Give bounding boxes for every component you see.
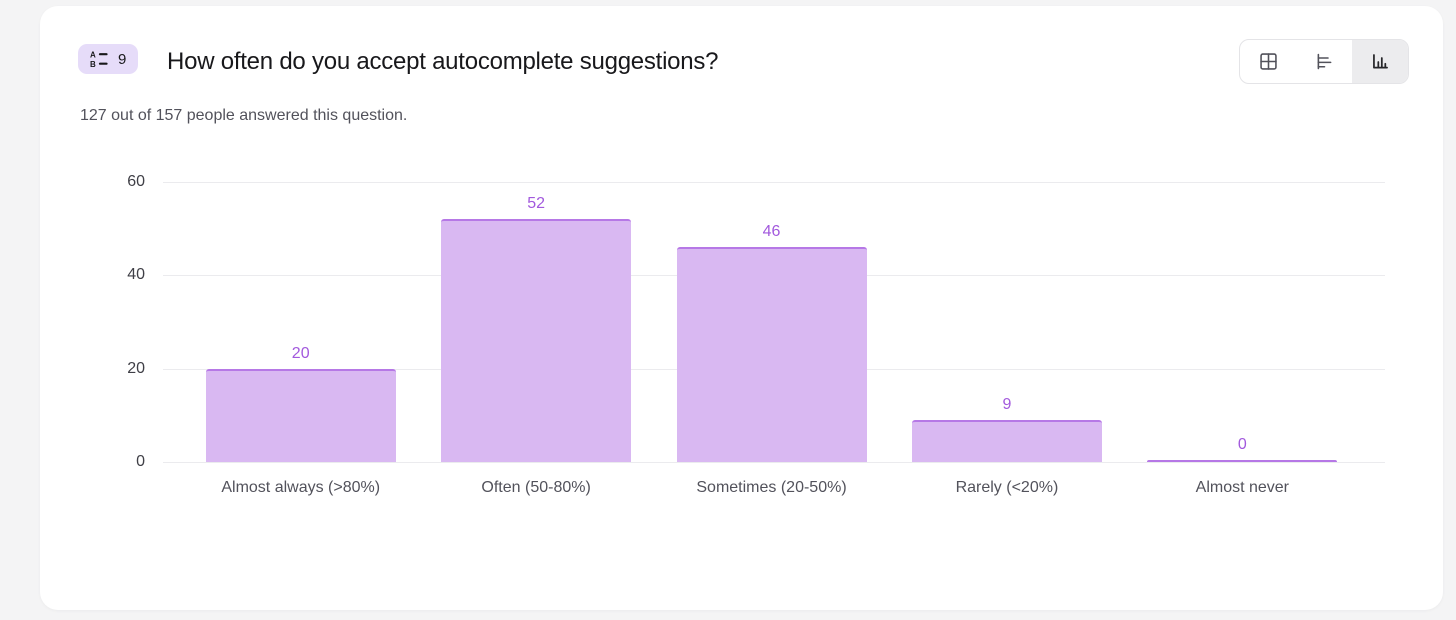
bar-group: 52 Often (50-80%) [418,182,653,496]
bar-group: 46 Sometimes (20-50%) [654,182,889,496]
table-icon [1259,53,1277,70]
x-axis-category-label: Often (50-80%) [481,479,591,496]
y-axis-tick-label: 20 [127,359,145,377]
x-axis-category-label: Sometimes (20-50%) [696,479,847,496]
x-axis-category-label: Rarely (<20%) [955,479,1059,496]
question-number-badge: A B 9 [78,44,139,74]
gridline [163,182,1385,183]
y-axis-tick-label: 60 [127,173,145,190]
multiple-choice-icon: A B [90,51,108,68]
question-results-card: A B 9 How often do you accept autocomple… [40,6,1443,610]
bar-group: 9 Rarely (<20%) [889,182,1124,496]
question-number: 9 [118,50,127,68]
bar-chart-horizontal-icon [1317,53,1331,70]
bar-group: 0 Almost never [1125,182,1360,496]
bar [676,247,867,462]
bar [911,420,1102,462]
bar-value-label: 0 [1237,436,1247,453]
bar [441,219,632,462]
table-view-button[interactable] [1240,40,1296,83]
svg-text:A: A [90,51,96,60]
y-axis-tick-label: 40 [127,266,145,284]
vertical-bar-view-button[interactable] [1352,40,1408,83]
x-axis-category-label: Almost always (>80%) [221,479,381,496]
horizontal-bar-view-button[interactable] [1296,40,1352,83]
gridline [163,462,1385,463]
bar [1147,460,1338,462]
x-axis-category-label: Almost never [1195,479,1290,496]
bar-value-label: 9 [1002,396,1012,413]
svg-text:B: B [90,60,96,68]
bar-value-label: 46 [762,223,781,241]
y-axis-tick-label: 0 [136,453,145,470]
question-title: How often do you accept autocomplete sug… [167,48,719,75]
bar [205,368,396,462]
bar-value-label: 52 [527,195,545,213]
view-switcher [1239,39,1409,84]
bar-chart: 60 40 20 0 20 Almost always (>80%) 52 Often (5… [127,173,1385,496]
chart-bars: 20 Almost always (>80%) 52 Often (50-80%) 46… [183,182,1360,496]
bar-chart-vertical-icon [1372,54,1388,69]
bar-group: 20 Almost always (>80%) [183,182,418,496]
bar-value-label: 20 [291,344,310,362]
response-count-text: 127 out of 157 people answered this ques… [80,107,408,124]
